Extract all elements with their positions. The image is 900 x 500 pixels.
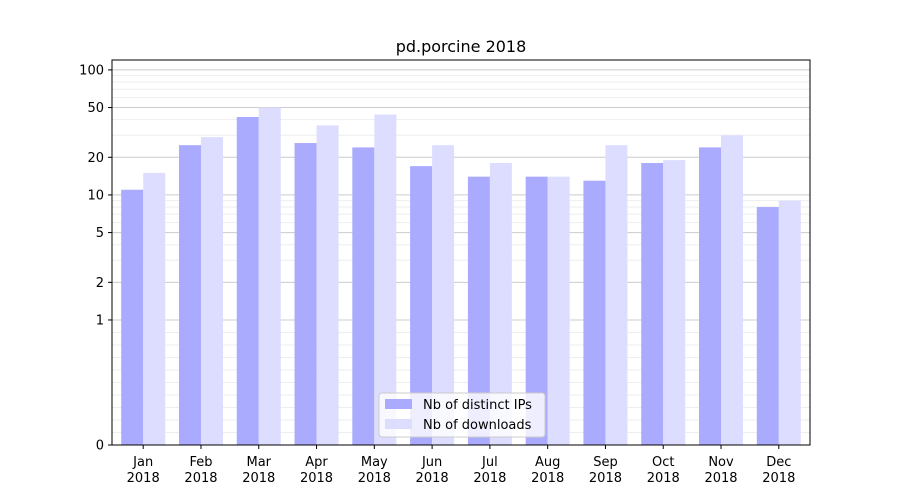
x-tick-year-label: 2018	[300, 471, 333, 486]
bar-downloads	[663, 160, 686, 445]
x-tick-year-label: 2018	[589, 471, 622, 486]
bar-downloads	[605, 145, 628, 445]
x-tick-label: Nov	[708, 455, 734, 470]
bar-downloads	[778, 200, 801, 445]
x-tick-year-label: 2018	[704, 471, 737, 486]
legend-swatch	[385, 399, 412, 409]
y-tick-label: 1	[96, 313, 104, 328]
y-tick-label: 2	[96, 276, 104, 291]
bar-downloads	[547, 176, 570, 445]
bar-distinct-ips	[756, 207, 779, 445]
legend-entry-label: Nb of distinct IPs	[423, 398, 532, 413]
x-tick-label: Oct	[652, 455, 674, 470]
y-tick-label: 50	[87, 101, 104, 116]
y-tick-label: 20	[87, 151, 104, 166]
x-tick-year-label: 2018	[762, 471, 795, 486]
x-tick-year-label: 2018	[473, 471, 506, 486]
x-tick-label: Sep	[593, 455, 618, 470]
bar-downloads	[200, 137, 223, 445]
legend-swatch	[385, 419, 412, 429]
x-tick-label: Apr	[305, 455, 328, 470]
y-tick-label: 5	[96, 226, 104, 241]
grid-lines	[112, 69, 810, 433]
x-tick-year-label: 2018	[184, 471, 217, 486]
x-tick-year-label: 2018	[242, 471, 275, 486]
legend[interactable]: Nb of distinct IPs Nb of downloads	[378, 392, 546, 438]
x-tick-label: Feb	[189, 455, 212, 470]
bar-distinct-ips	[699, 147, 722, 446]
x-tick-year-label: 2018	[647, 471, 680, 486]
legend-box	[378, 392, 546, 438]
bar-distinct-ips	[641, 163, 664, 445]
y-tick-label: 0	[96, 439, 104, 454]
bar-distinct-ips	[352, 147, 375, 446]
chart-title: pd.porcine 2018	[396, 37, 527, 56]
x-tick-year-label: 2018	[127, 471, 160, 486]
bar-distinct-ips	[583, 180, 606, 445]
bar-distinct-ips	[294, 143, 317, 445]
bar-downloads	[258, 107, 281, 446]
bar-downloads	[316, 125, 339, 445]
bar-distinct-ips	[121, 189, 144, 445]
bar-downloads	[432, 145, 455, 445]
bar-distinct-ips	[178, 145, 201, 445]
x-tick-year-label: 2018	[531, 471, 564, 486]
x-tick-label: Aug	[535, 455, 560, 470]
bar-downloads	[143, 172, 166, 445]
x-tick-label: Jun	[421, 455, 442, 470]
x-tick-label: May	[361, 455, 388, 470]
bar-downloads	[489, 163, 512, 445]
bar-distinct-ips	[467, 176, 490, 445]
plot-frame	[111, 59, 811, 446]
bar-downloads	[721, 135, 744, 445]
y-tick-label: 100	[79, 63, 104, 78]
y-tick-label: 10	[87, 188, 104, 203]
x-tick-label: Jul	[481, 455, 498, 470]
bar-distinct-ips	[236, 117, 259, 445]
bar-distinct-ips	[410, 166, 433, 445]
bar-downloads	[374, 114, 397, 445]
x-tick-label: Mar	[246, 455, 271, 470]
x-tick-year-label: 2018	[358, 471, 391, 486]
bars	[121, 107, 801, 446]
bar-distinct-ips	[525, 176, 548, 445]
y-axis: 0 1 2 5 10 20 50 100	[79, 63, 112, 454]
x-tick-label: Jan	[132, 455, 153, 470]
x-tick-year-label: 2018	[416, 471, 449, 486]
x-axis: Jan2018Feb2018Mar2018Apr2018May2018Jun20…	[127, 445, 795, 486]
x-tick-label: Dec	[766, 455, 791, 470]
legend-entry-label: Nb of downloads	[423, 418, 532, 433]
